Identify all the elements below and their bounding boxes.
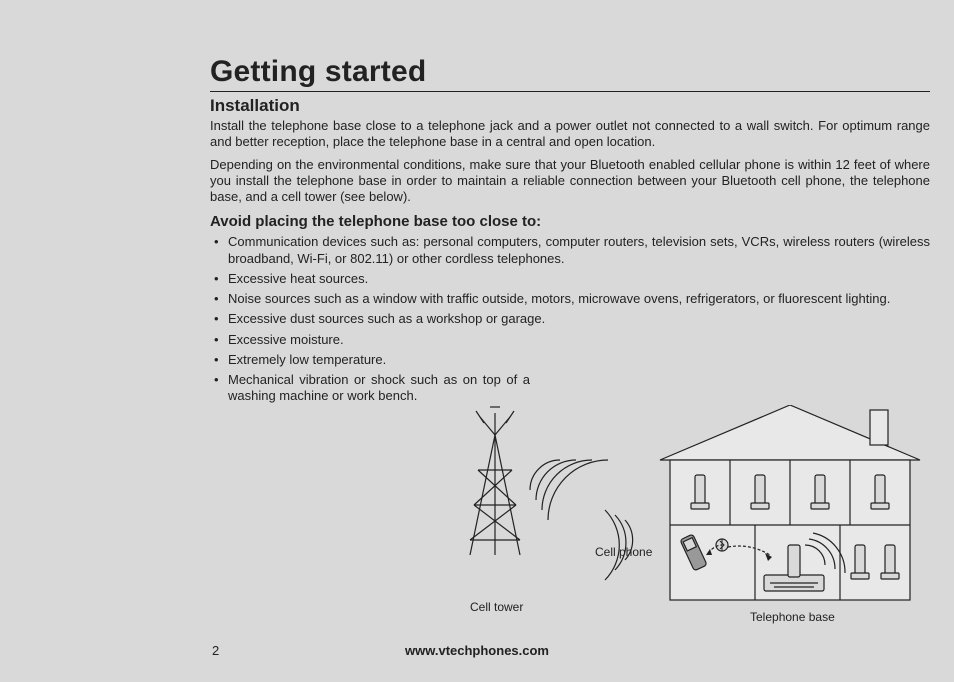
avoid-list: Communication devices such as: personal … xyxy=(210,234,930,404)
section-avoid-title: Avoid placing the telephone base too clo… xyxy=(210,213,930,230)
list-item: Mechanical vibration or shock such as on… xyxy=(210,372,530,405)
installation-para-2: Depending on the environmental condition… xyxy=(210,157,930,206)
list-item: Noise sources such as a window with traf… xyxy=(210,291,930,307)
list-item: Excessive moisture. xyxy=(210,332,930,348)
cell-tower-icon xyxy=(470,407,520,555)
installation-para-1: Install the telephone base close to a te… xyxy=(210,118,930,151)
list-item: Excessive heat sources. xyxy=(210,271,930,287)
list-item: Extremely low temperature. xyxy=(210,352,930,368)
page-content: Getting started Installation Install the… xyxy=(210,55,930,409)
installation-diagram: Cell tower Cell phone Telephone base xyxy=(460,405,940,635)
caption-telephone-base: Telephone base xyxy=(750,610,835,624)
caption-cell-tower: Cell tower xyxy=(470,600,523,614)
caption-cell-phone: Cell phone xyxy=(595,545,652,559)
section-installation-title: Installation xyxy=(210,96,930,116)
house-icon xyxy=(660,405,920,600)
diagram-svg xyxy=(460,405,940,635)
footer-url: www.vtechphones.com xyxy=(0,643,954,658)
radio-waves-icon xyxy=(530,460,608,520)
list-item: Communication devices such as: personal … xyxy=(210,234,930,267)
list-item: Excessive dust sources such as a worksho… xyxy=(210,311,930,327)
page-title: Getting started xyxy=(210,55,930,92)
